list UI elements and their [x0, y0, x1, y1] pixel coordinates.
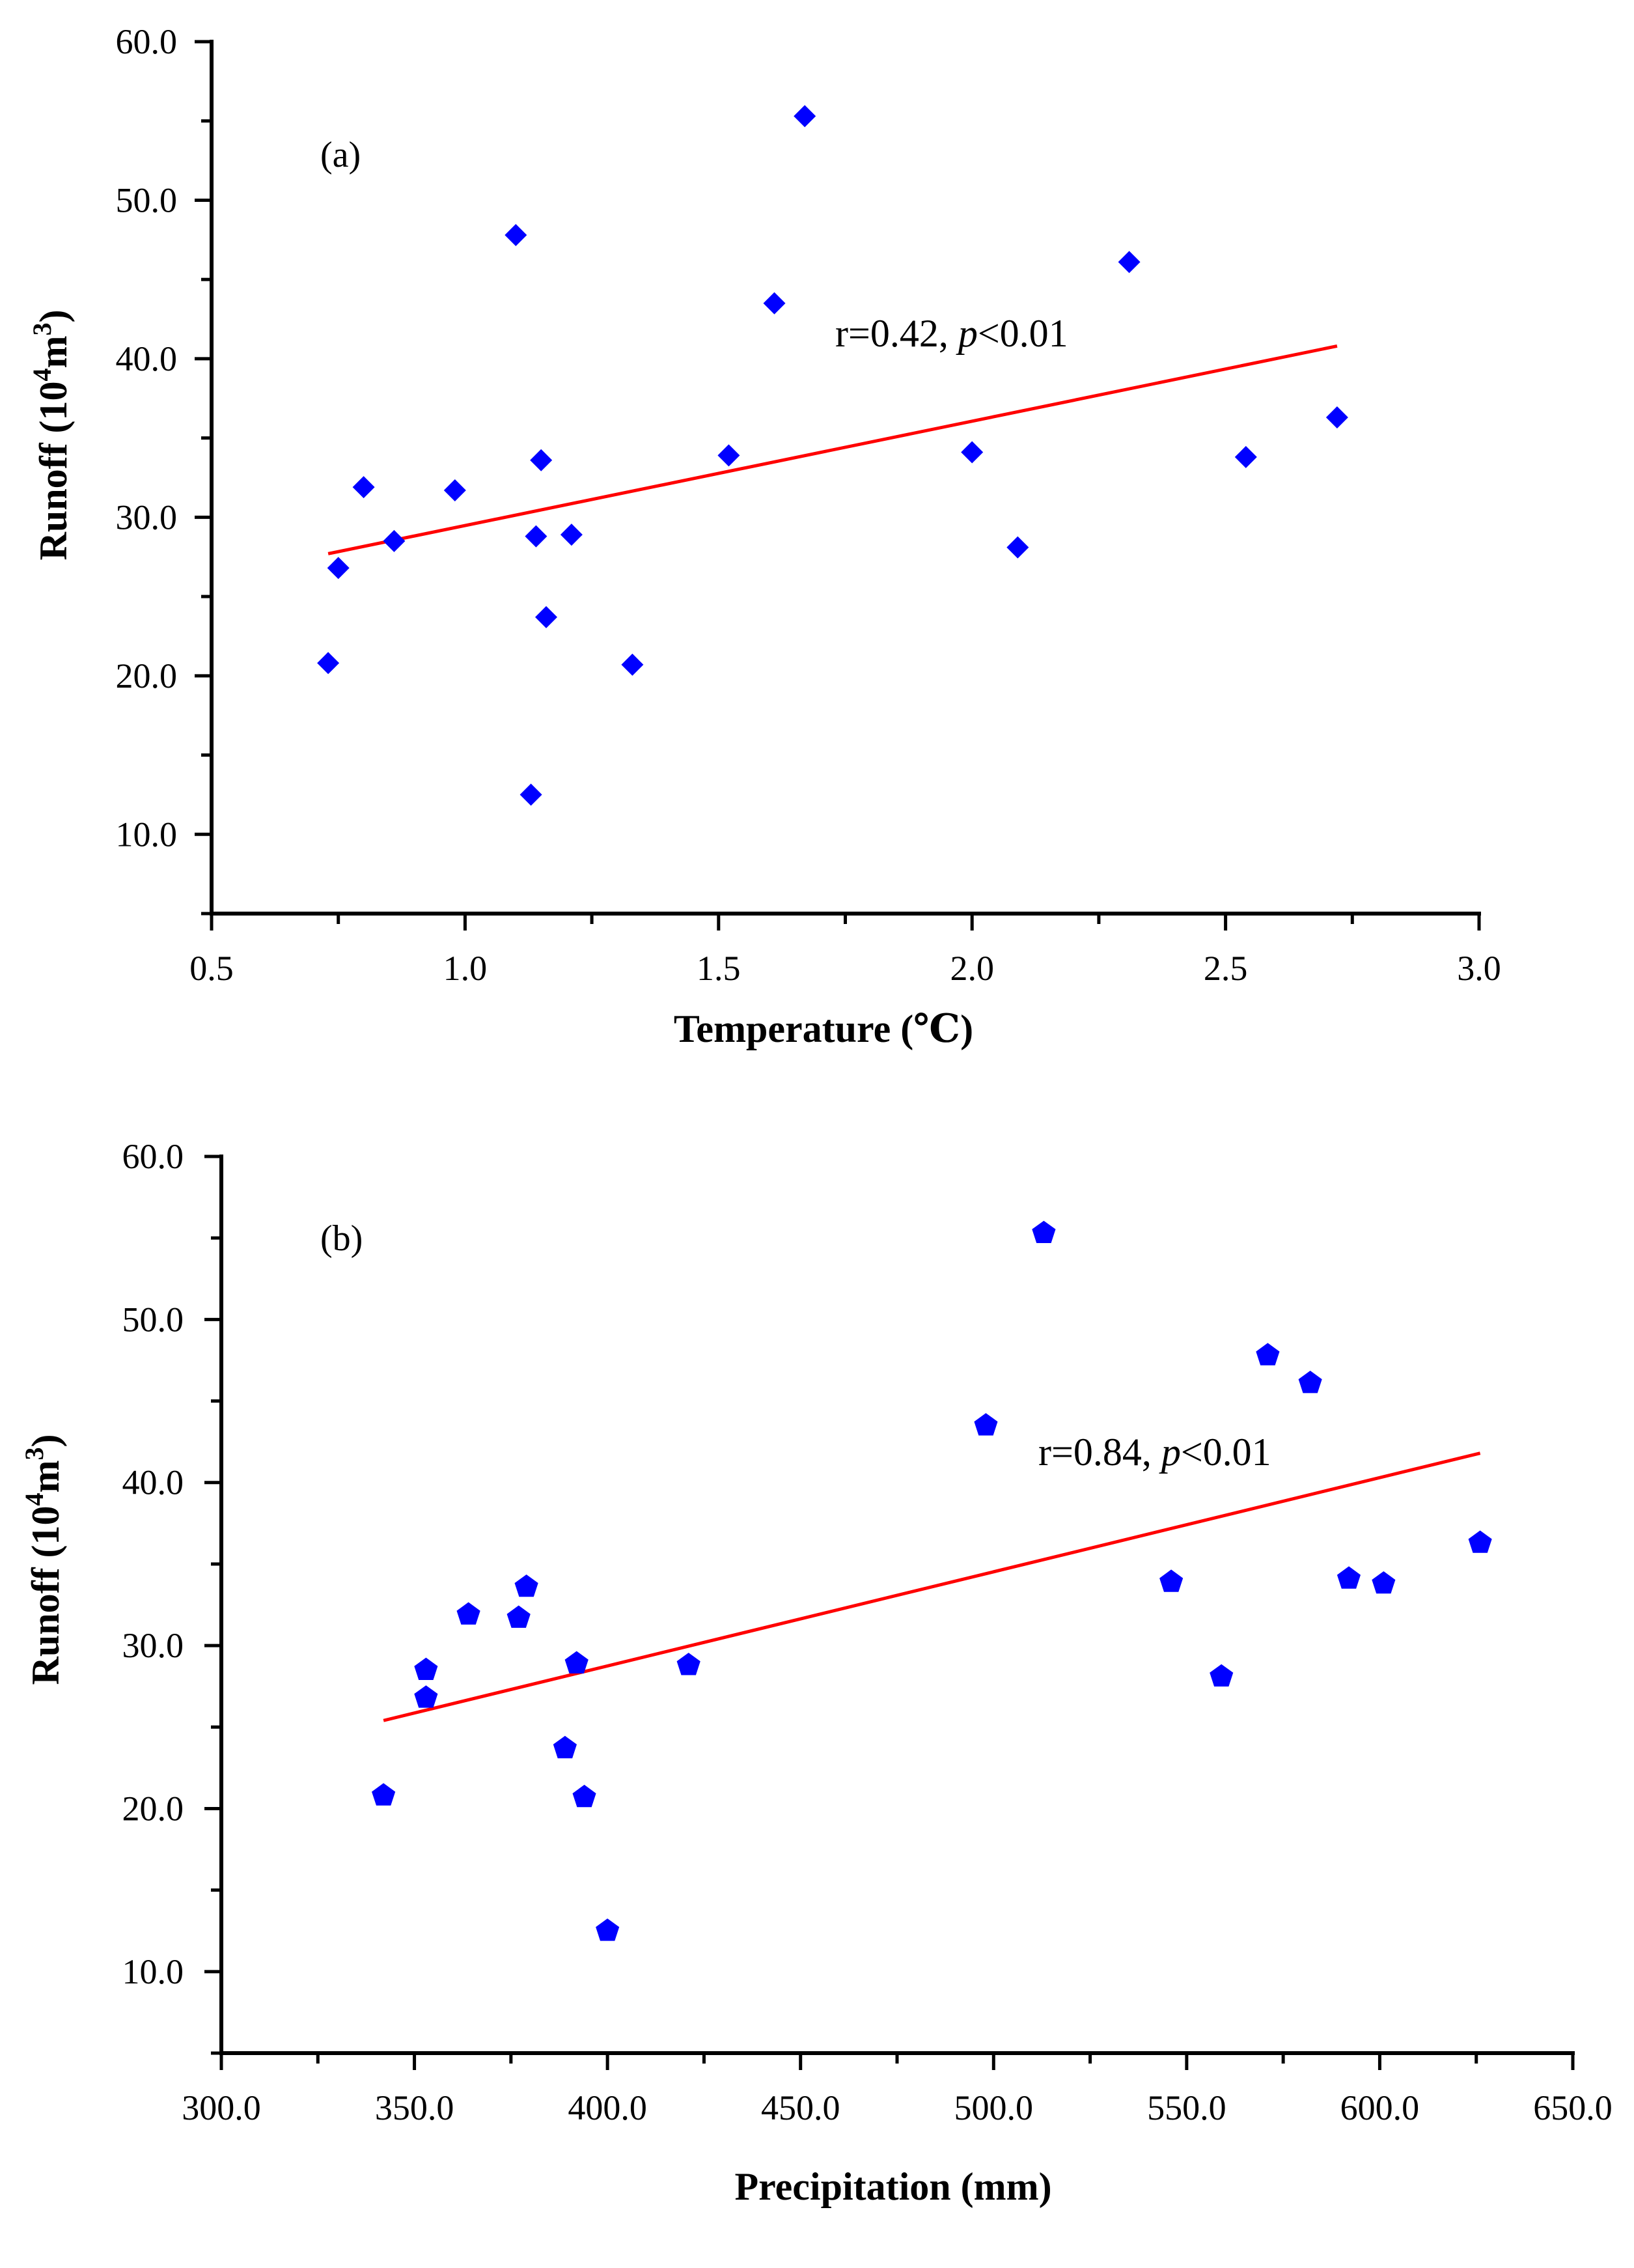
x-tick-label: 3.0 — [1457, 949, 1501, 988]
data-point — [1159, 1569, 1184, 1592]
y-tick-label: 40.0 — [122, 1463, 184, 1502]
data-point — [560, 524, 583, 546]
data-point — [572, 1784, 596, 1808]
data-point — [506, 1605, 531, 1628]
y-tick-label: 10.0 — [122, 1952, 184, 1991]
x-tick-label: 0.5 — [189, 949, 234, 988]
y-tick-label: 40.0 — [116, 339, 178, 378]
data-point — [1298, 1371, 1322, 1393]
data-point — [794, 105, 816, 128]
data-point — [317, 652, 340, 675]
y-axis-title: Runoff (104m3) — [20, 1435, 67, 1685]
y-tick-label: 30.0 — [116, 497, 178, 537]
data-point — [1032, 1220, 1056, 1243]
data-point — [1006, 536, 1029, 559]
x-tick-label: 2.5 — [1204, 949, 1248, 988]
data-point — [1468, 1530, 1492, 1553]
data-point — [372, 1783, 396, 1806]
data-point — [1118, 251, 1141, 273]
y-tick-label: 20.0 — [116, 656, 178, 695]
x-tick-label: 500.0 — [954, 2088, 1034, 2127]
data-point — [717, 444, 740, 467]
x-tick-label: 300.0 — [182, 2088, 261, 2127]
data-point — [763, 292, 786, 315]
x-tick-label: 350.0 — [375, 2088, 454, 2127]
data-point — [535, 606, 557, 628]
data-point — [414, 1685, 438, 1708]
data-point — [564, 1651, 589, 1673]
data-point — [519, 783, 542, 806]
x-tick-label: 450.0 — [761, 2088, 840, 2127]
y-tick-label: 20.0 — [122, 1789, 184, 1828]
data-point — [456, 1602, 480, 1625]
data-point — [621, 653, 644, 676]
data-point — [327, 557, 350, 580]
y-tick-label: 30.0 — [122, 1626, 184, 1665]
data-point — [505, 224, 527, 246]
scatter-panel-precipitation: 10.0 20.0 30.0 40.0 50.0 60.0 300.0 350.0 400.0 4… — [20, 1137, 1613, 2208]
data-point — [414, 1657, 438, 1680]
regression-line — [383, 1451, 1481, 1722]
data-point — [1336, 1566, 1361, 1589]
data-point — [961, 441, 984, 464]
x-tick-label: 600.0 — [1340, 2088, 1420, 2127]
y-tick-label: 60.0 — [122, 1137, 184, 1176]
x-axis-title: Temperature (℃) — [674, 1007, 973, 1050]
scatter-panel-temperature: 10.0 20.0 30.0 40.0 50.0 60.0 0.5 1.0 1.5 2.0 2.5 3… — [27, 22, 1501, 1050]
x-tick-label: 550.0 — [1147, 2088, 1226, 2127]
data-point — [1234, 445, 1257, 468]
data-point — [596, 1918, 620, 1941]
data-point — [1256, 1343, 1280, 1365]
data-point — [383, 529, 406, 552]
data-point — [443, 479, 466, 501]
x-tick-label: 2.0 — [950, 949, 994, 988]
x-axis-title: Precipitation (mm) — [734, 2165, 1051, 2208]
data-point — [352, 476, 375, 499]
data-point — [553, 1735, 577, 1759]
data-point — [1210, 1664, 1234, 1687]
y-tick-label: 60.0 — [116, 22, 178, 61]
correlation-annotation: r=0.42, p<0.01 — [835, 312, 1068, 355]
regression-line — [327, 344, 1338, 555]
plot-area: 10.0 20.0 30.0 40.0 50.0 60.0 0.5 1.0 1.5 2.0 2.5 3… — [116, 22, 1501, 988]
y-axis-title: Runoff (104m3) — [27, 310, 75, 561]
correlation-annotation: r=0.84, p<0.01 — [1038, 1431, 1271, 1474]
data-point — [1372, 1571, 1396, 1594]
x-tick-label: 1.5 — [697, 949, 741, 988]
panel-label: (a) — [320, 135, 361, 175]
data-point — [1325, 406, 1348, 428]
plot-area: 10.0 20.0 30.0 40.0 50.0 60.0 300.0 350.0 400.0 4… — [122, 1137, 1613, 2127]
data-point — [530, 449, 553, 471]
data-point — [525, 525, 547, 548]
y-tick-label: 50.0 — [122, 1300, 184, 1339]
panel-label: (b) — [320, 1218, 363, 1259]
x-tick-label: 400.0 — [568, 2088, 647, 2127]
x-tick-label: 650.0 — [1533, 2088, 1613, 2127]
x-tick-label: 1.0 — [443, 949, 488, 988]
data-point — [676, 1653, 700, 1675]
data-point — [514, 1575, 538, 1597]
y-tick-label: 10.0 — [116, 815, 178, 854]
y-tick-label: 50.0 — [116, 180, 178, 219]
data-point — [974, 1413, 998, 1436]
